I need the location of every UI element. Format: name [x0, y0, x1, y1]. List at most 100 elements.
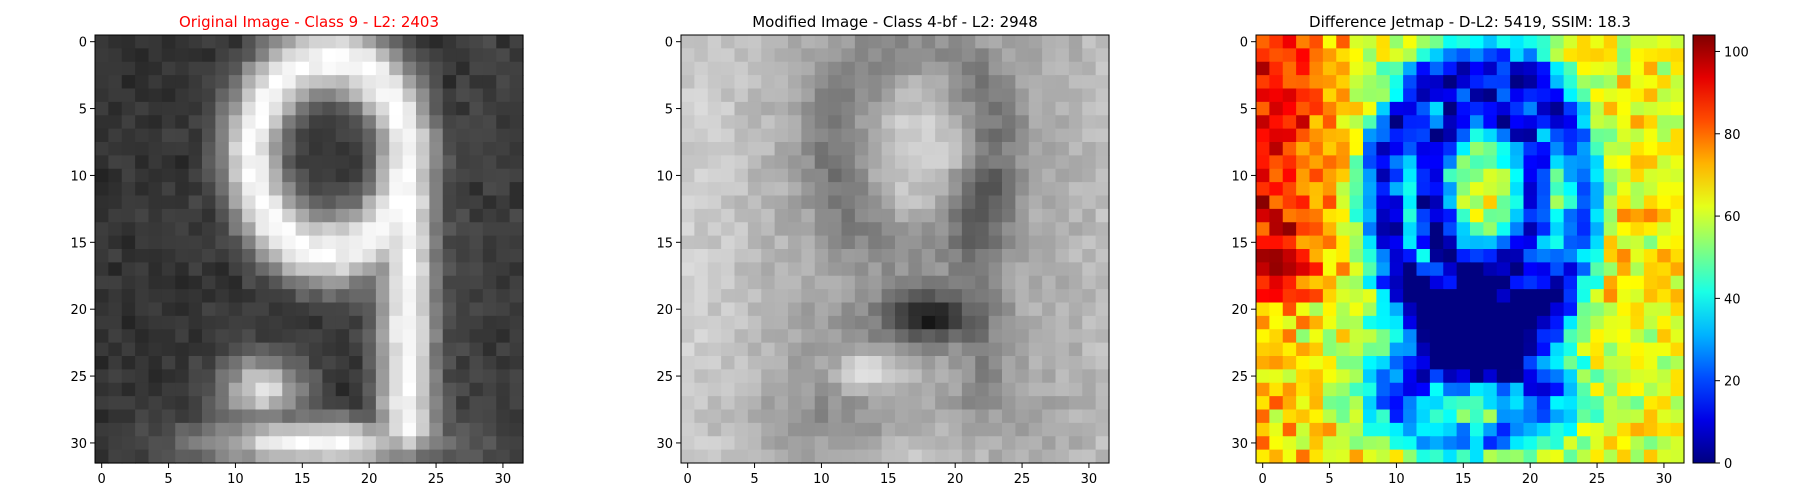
- pixel-cell: [228, 101, 243, 116]
- pixel-cell: [442, 356, 457, 370]
- pixel-cell: [1095, 289, 1110, 304]
- pixel-cell: [734, 235, 749, 250]
- pixel-cell: [108, 302, 123, 317]
- pixel-cell: [442, 422, 457, 437]
- pixel-cell: [1496, 275, 1511, 290]
- pixel-cell: [442, 409, 457, 424]
- pixel-cell: [814, 222, 829, 237]
- pixel-cell: [707, 275, 722, 290]
- pixel-cell: [988, 369, 1003, 384]
- pixel-cell: [1322, 208, 1337, 223]
- pixel-cell: [1550, 35, 1565, 49]
- pixel-cell: [188, 142, 203, 156]
- pixel-cell: [1590, 142, 1605, 156]
- pixel-cell: [349, 75, 364, 90]
- pixel-cell: [1322, 449, 1337, 464]
- pixel-cell: [1376, 315, 1391, 330]
- pixel-cell: [961, 208, 976, 223]
- pixel-cell: [1296, 75, 1311, 90]
- pixel-cell: [389, 262, 404, 277]
- pixel-cell: [1456, 142, 1471, 156]
- pixel-cell: [1617, 155, 1632, 170]
- pixel-cell: [175, 155, 190, 170]
- pixel-cell: [1456, 168, 1471, 183]
- pixel-cell: [1403, 422, 1418, 437]
- pixel-cell: [175, 409, 190, 424]
- pixel-cell: [774, 128, 789, 143]
- pixel-cell: [1269, 436, 1284, 451]
- pixel-cell: [161, 75, 176, 90]
- pixel-cell: [469, 235, 484, 250]
- pixel-cell: [1002, 222, 1016, 237]
- pixel-cell: [469, 88, 484, 103]
- pixel-cell: [788, 356, 802, 370]
- pixel-cell: [854, 61, 869, 76]
- pixel-cell: [295, 222, 310, 237]
- pixel-cell: [1256, 422, 1270, 437]
- pixel-cell: [1322, 409, 1337, 424]
- pixel-cell: [1657, 409, 1672, 424]
- pixel-cell: [1028, 155, 1043, 170]
- pixel-cell: [881, 75, 896, 90]
- pixel-cell: [496, 235, 511, 250]
- pixel-cell: [148, 75, 163, 90]
- pixel-cell: [469, 182, 484, 197]
- pixel-cell: [921, 275, 936, 290]
- pixel-cell: [961, 369, 976, 384]
- pixel-cell: [1670, 182, 1685, 197]
- pixel-cell: [707, 356, 722, 370]
- pixel-cell: [202, 275, 216, 290]
- pixel-cell: [854, 396, 869, 411]
- pixel-cell: [1630, 436, 1645, 451]
- pixel-cell: [1416, 115, 1431, 130]
- pixel-cell: [1496, 88, 1511, 103]
- pixel-cell: [1282, 182, 1297, 197]
- pixel-cell: [135, 356, 150, 370]
- pixel-cell: [1536, 75, 1551, 90]
- pixel-cell: [1617, 275, 1632, 290]
- pixel-cell: [1042, 115, 1057, 130]
- pixel-cell: [1643, 262, 1658, 277]
- pixel-cell: [295, 302, 310, 317]
- pixel-cell: [1496, 48, 1511, 63]
- pixel-cell: [975, 302, 990, 317]
- pixel-cell: [322, 75, 337, 90]
- pixel-cell: [814, 182, 829, 197]
- pixel-cell: [1630, 48, 1645, 63]
- pixel-cell: [1670, 128, 1685, 143]
- pixel-cell: [788, 115, 802, 130]
- pixel-cell: [841, 369, 856, 384]
- pixel-cell: [1416, 101, 1431, 116]
- pixel-cell: [707, 436, 722, 451]
- pixel-cell: [335, 449, 350, 464]
- pixel-cell: [961, 48, 976, 63]
- pixel-cell: [1523, 275, 1538, 290]
- pixel-cell: [868, 182, 883, 197]
- pixel-cell: [1496, 168, 1511, 183]
- pixel-cell: [95, 289, 109, 304]
- y-tick-label: 10: [1231, 169, 1248, 184]
- pixel-cell: [429, 128, 444, 143]
- pixel-cell: [1456, 35, 1471, 49]
- pixel-cell: [935, 168, 950, 183]
- pixel-cell: [161, 342, 176, 357]
- pixel-cell: [881, 249, 896, 263]
- y-tick-label: 0: [79, 36, 87, 51]
- pixel-cell: [175, 61, 190, 76]
- pixel-cell: [1577, 422, 1591, 437]
- colorbar-gradient: [1693, 35, 1715, 463]
- pixel-cell: [694, 396, 709, 411]
- pixel-cell: [1296, 168, 1311, 183]
- pixel-cell: [1349, 382, 1364, 397]
- pixel-cell: [1443, 396, 1458, 411]
- pixel-cell: [707, 369, 722, 384]
- pixel-cell: [215, 315, 230, 330]
- pixel-cell: [322, 208, 337, 223]
- pixel-cell: [429, 222, 444, 237]
- pixel-cell: [1389, 182, 1404, 197]
- pixel-cell: [322, 275, 337, 290]
- pixel-cell: [1282, 88, 1297, 103]
- pixel-cell: [161, 422, 176, 437]
- pixel-cell: [721, 235, 736, 250]
- pixel-cell: [908, 262, 923, 277]
